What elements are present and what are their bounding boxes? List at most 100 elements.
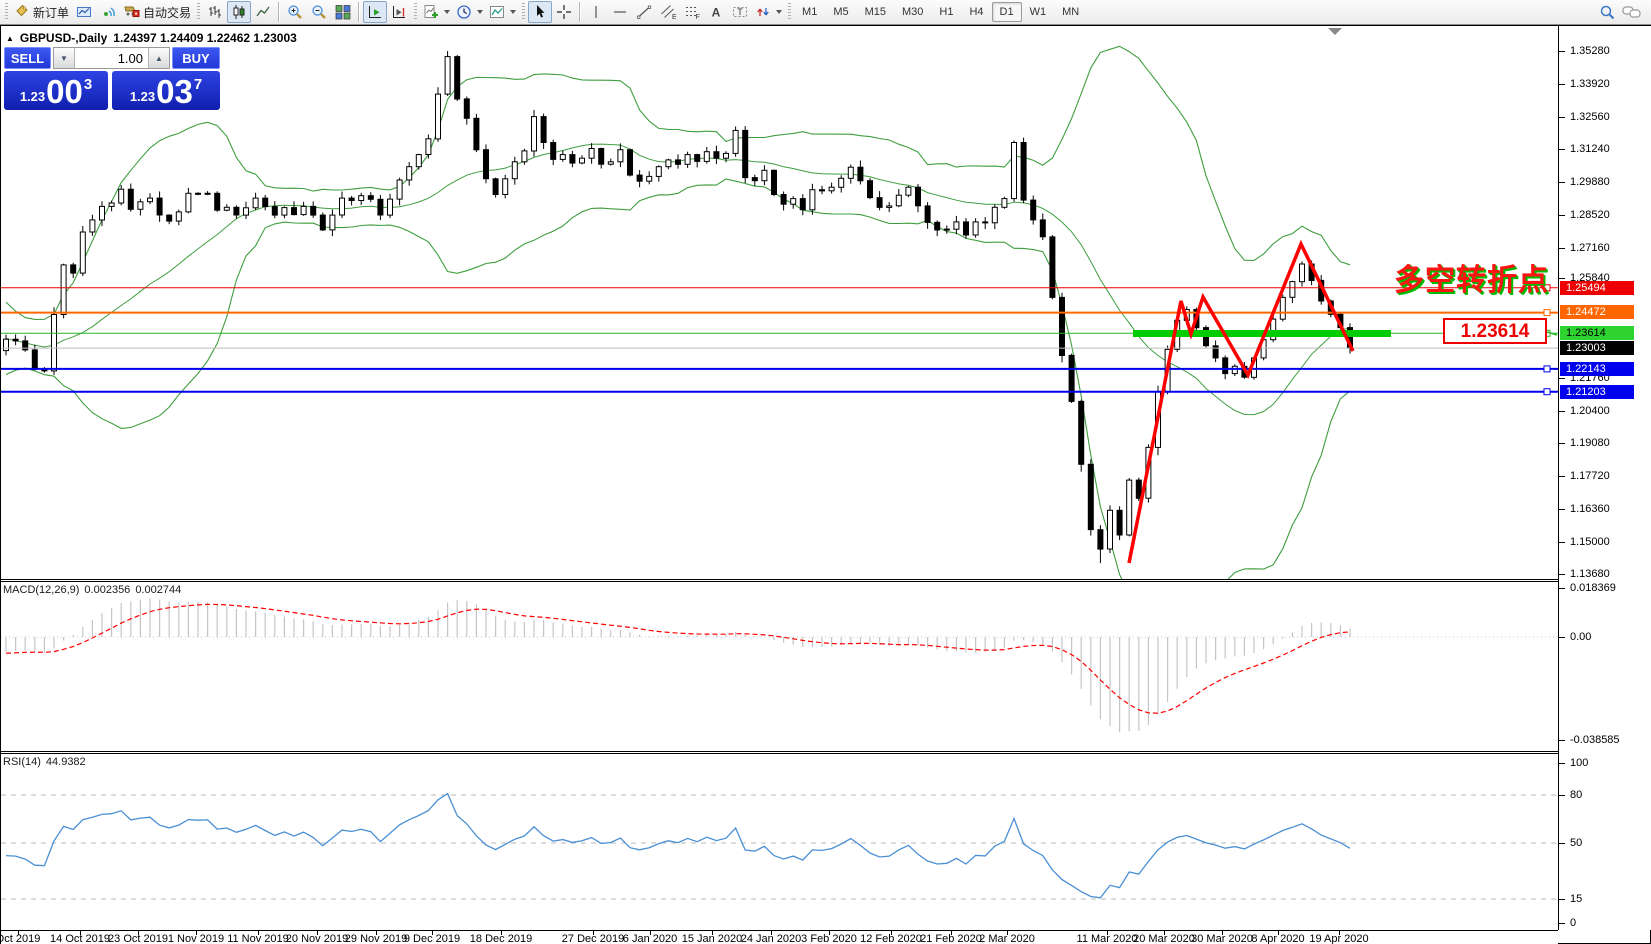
chart-shift-button[interactable] <box>387 1 411 23</box>
chat-button[interactable] <box>1619 1 1645 23</box>
date-tick <box>317 931 318 935</box>
date-axis[interactable]: Oct 2019 14 Oct 2019 23 Oct 2019 1 Nov 2019… <box>0 930 1558 944</box>
date-tick <box>1278 931 1279 935</box>
rsi-scale-tick <box>1559 923 1565 924</box>
timeframe-m5[interactable]: M5 <box>833 6 849 18</box>
date-label: 1 Nov 2019 <box>167 933 225 944</box>
cursor-button[interactable] <box>528 1 553 23</box>
search-button[interactable] <box>1595 1 1619 23</box>
zoom-out-icon <box>312 5 326 19</box>
symbol-ohlc: 1.24397 1.24409 1.22462 1.23003 <box>113 31 297 45</box>
zoom-in-button[interactable] <box>283 1 307 23</box>
macd-scale-tick-label: -0.038585 <box>1570 734 1620 746</box>
line-chart-button[interactable] <box>251 1 275 23</box>
price-callout-label[interactable]: 1.23614 <box>1443 318 1547 344</box>
price-tick-label: 1.17720 <box>1570 470 1610 482</box>
chart-area[interactable] <box>1 26 1558 930</box>
horizontal-line-button[interactable] <box>608 1 632 23</box>
periods-button[interactable] <box>453 1 486 23</box>
price-tick <box>1559 574 1565 575</box>
text-label-button[interactable]: T <box>728 1 752 23</box>
price-tick <box>1559 542 1565 543</box>
buy-button[interactable]: BUY <box>172 47 220 69</box>
toolbar-grip <box>5 3 8 21</box>
turning-point-annotation[interactable]: 多空转折点 <box>1394 264 1549 297</box>
price-tick-label: 1.16360 <box>1570 503 1610 515</box>
timeframe-w1[interactable]: W1 <box>1029 6 1047 18</box>
signals-button[interactable] <box>96 1 120 23</box>
candlestick-chart-button[interactable] <box>227 1 252 23</box>
buy-price-box[interactable]: 1.23 03 7 <box>112 71 220 110</box>
volume-up-button[interactable]: ▲ <box>148 48 169 68</box>
volume-input[interactable]: 1.00 <box>117 51 143 66</box>
toolbar-grip <box>197 3 201 21</box>
equidistant-channel-button[interactable]: E <box>656 1 680 23</box>
arrows-button[interactable] <box>752 1 785 23</box>
price-tick <box>1559 215 1565 216</box>
charts-window-button[interactable] <box>72 1 96 23</box>
rsi-scale-tick-label: 0 <box>1570 917 1577 929</box>
auto-scroll-button[interactable] <box>363 1 388 23</box>
new-order-button[interactable]: 新订单 <box>11 1 72 23</box>
date-tick <box>829 931 830 935</box>
date-label: 6 Jan 2020 <box>622 933 678 944</box>
timeframe-h4[interactable]: H4 <box>969 6 984 18</box>
sell-price-box[interactable]: 1.23 00 3 <box>4 71 108 110</box>
timeframe-mn[interactable]: MN <box>1062 6 1080 18</box>
price-tick <box>1559 84 1565 85</box>
timeframe-m15[interactable]: M15 <box>864 6 886 18</box>
timeframe-m1[interactable]: M1 <box>802 6 818 18</box>
sell-button[interactable]: SELL <box>4 47 51 69</box>
bar-chart-button[interactable] <box>203 1 227 23</box>
price-tick <box>1559 51 1565 52</box>
date-tick <box>1222 931 1223 935</box>
date-tick <box>891 931 892 935</box>
buy-price-small: 1.23 <box>129 89 156 104</box>
crosshair-button[interactable] <box>552 1 576 23</box>
price-tick-label: 1.32560 <box>1570 111 1610 123</box>
collapse-marker-icon[interactable]: ▲ <box>6 33 14 43</box>
date-tick <box>258 931 259 935</box>
macd-scale-tick-label: 0.018369 <box>1570 582 1616 594</box>
volume-down-button[interactable]: ▼ <box>54 48 75 68</box>
rsi-scale-tick-label: 80 <box>1570 789 1583 801</box>
tile-windows-button[interactable] <box>331 1 355 23</box>
date-label: 19 Apr 2020 <box>1309 933 1369 944</box>
arrows-icon <box>757 8 769 16</box>
fibonacci-button[interactable]: F <box>680 1 704 23</box>
timeframe-h1[interactable]: H1 <box>939 6 954 18</box>
toolbar-separator <box>579 2 582 22</box>
price-tick-label: 1.29880 <box>1570 176 1610 188</box>
indicators-button[interactable] <box>420 1 453 23</box>
text-button[interactable]: A <box>704 1 728 23</box>
price-axis[interactable]: 1.35280 1.33920 1.32560 1.31240 1.29880 1.285… <box>1558 26 1651 930</box>
svg-text:F: F <box>696 14 700 20</box>
date-tick <box>712 931 713 935</box>
price-tick <box>1559 278 1565 279</box>
rsi-scale-tick <box>1559 763 1565 764</box>
date-tick <box>1007 931 1008 935</box>
timeframe-d1[interactable]: D1 <box>991 2 1022 22</box>
sell-price-small: 1.23 <box>19 89 46 104</box>
date-label: 23 Oct 2019 <box>108 933 168 944</box>
rsi-scale-tick <box>1559 843 1565 844</box>
vertical-line-button[interactable] <box>584 1 608 23</box>
sell-price-sup: 3 <box>83 76 93 93</box>
symbol-name: GBPUSD-,Daily <box>19 31 108 45</box>
trendline-icon <box>637 5 652 19</box>
date-label: 9 Dec 2019 <box>403 933 461 944</box>
templates-button[interactable] <box>486 1 519 23</box>
date-tick <box>501 931 502 935</box>
timeframe-m30[interactable]: M30 <box>902 6 924 18</box>
price-tick <box>1559 509 1565 510</box>
date-tick <box>138 931 139 935</box>
date-label: 29 Nov 2019 <box>344 933 408 944</box>
auto-trading-button[interactable]: 自动交易 <box>120 1 194 23</box>
zoom-out-button[interactable] <box>307 1 331 23</box>
trendline-button[interactable] <box>632 1 656 23</box>
sell-price-big: 00 <box>46 73 83 110</box>
rsi-scale-tick-label: 100 <box>1570 757 1589 769</box>
macd-scale-tick <box>1559 588 1565 589</box>
price-tick <box>1559 149 1565 150</box>
date-label: 20 Mar 2020 <box>1133 933 1195 944</box>
